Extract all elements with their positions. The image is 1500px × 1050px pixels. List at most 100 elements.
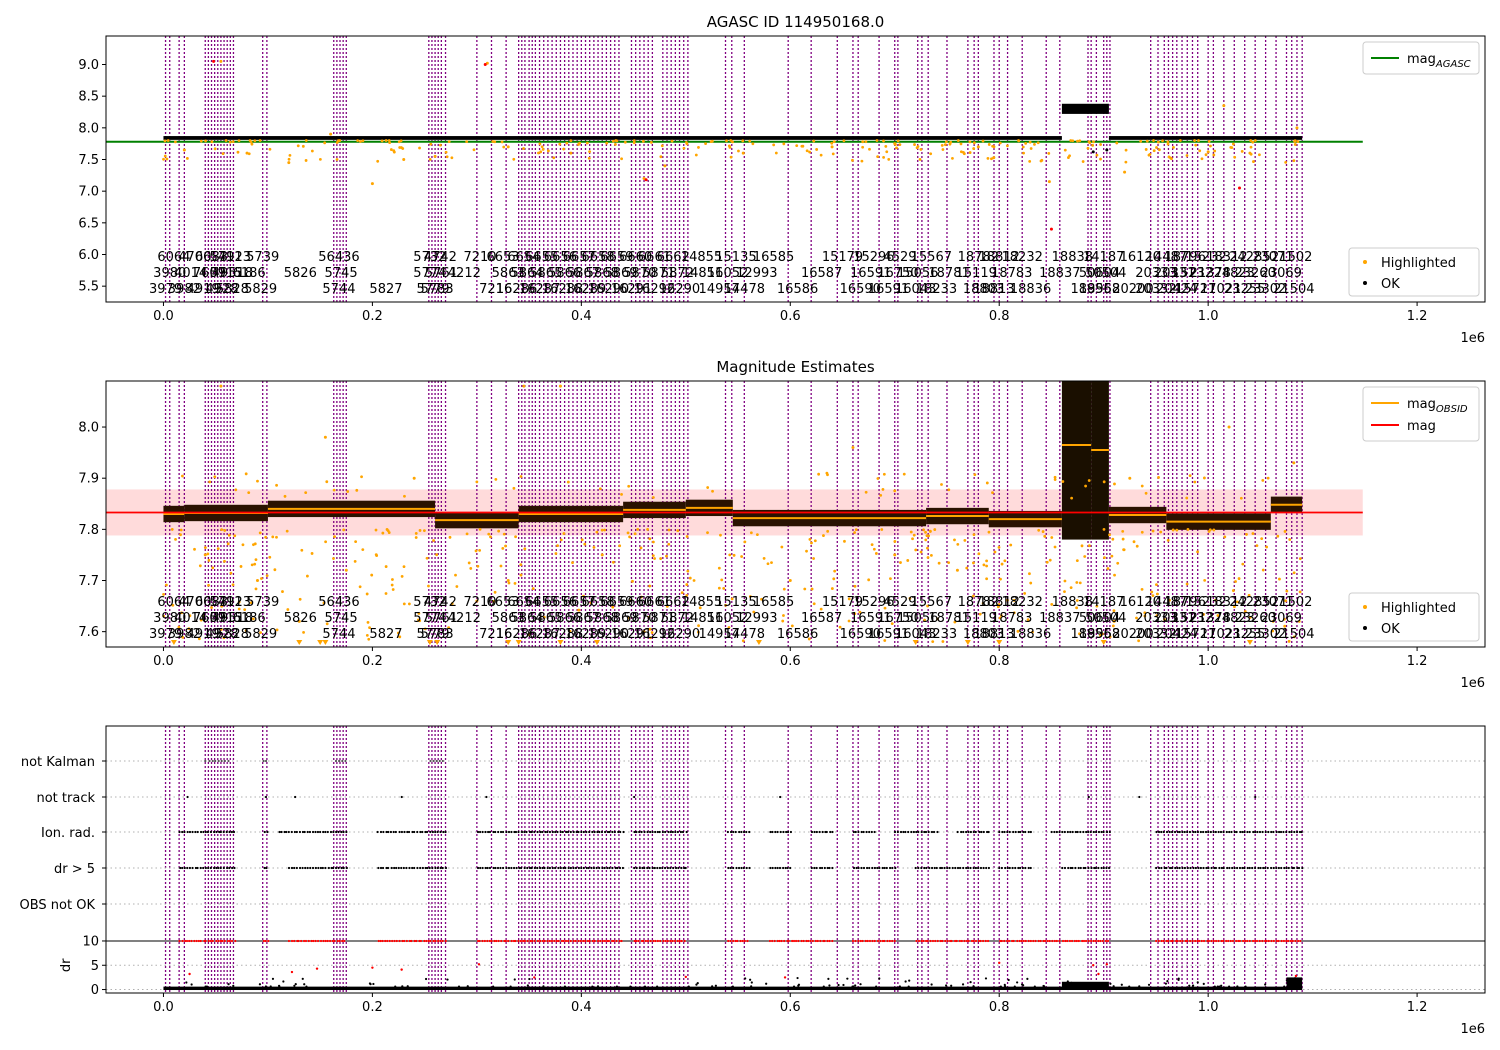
highlighted-point [890, 622, 894, 626]
highlighted-point [1113, 482, 1116, 486]
dr-capped-point [569, 939, 572, 943]
ion-rad-event [181, 830, 184, 834]
obsid-label: 18796 [1164, 595, 1205, 610]
highlighted-point [542, 615, 546, 619]
dr-gt-5-event [943, 866, 946, 870]
dr-capped-point [1046, 939, 1049, 943]
dr-gt-5-event [742, 866, 745, 870]
dr-capped-point [209, 939, 212, 943]
obsid-label: 5827 [369, 627, 402, 642]
ion-rad-event [745, 830, 748, 834]
highlighted-point [568, 629, 572, 633]
obsid-label: 16585 [753, 595, 794, 610]
ion-rad-event [980, 830, 983, 834]
obsid-label: 15135 [715, 250, 756, 265]
highlighted-point [722, 586, 726, 590]
highlighted-point [335, 158, 339, 161]
ion-rad-event [306, 830, 309, 834]
highlighted-point [1017, 139, 1021, 143]
ion-rad-event [263, 830, 266, 834]
highlighted-point [162, 157, 165, 161]
highlighted-point [512, 486, 516, 490]
highlighted-point [166, 139, 170, 142]
highlighted-point [893, 489, 897, 493]
highlighted-point [1063, 148, 1067, 152]
ion-rad-event [202, 830, 205, 834]
out-of-range-marker [964, 640, 971, 645]
dr-capped-point [778, 939, 781, 943]
obsid-label: 20200 [1112, 627, 1153, 642]
dr-bump-1 [1286, 977, 1303, 990]
highlighted-point [720, 578, 724, 582]
dr-capped-point [771, 939, 774, 943]
highlighted-point [1140, 530, 1144, 534]
obsid-label: 18838 [1052, 250, 1093, 265]
dr-capped-point [1051, 939, 1054, 943]
highlighted-point [1121, 537, 1125, 541]
highlighted-point [851, 158, 854, 162]
highlighted-point [620, 157, 623, 161]
highlighted-point [427, 584, 430, 588]
ion-rad-event [332, 830, 335, 834]
highlighted-point [928, 529, 932, 533]
dr-capped-point [1191, 939, 1194, 943]
ion-rad-event [1017, 830, 1020, 834]
dr-point [591, 985, 594, 988]
ion-rad-event [674, 830, 677, 834]
dr-gt-5-event [1029, 866, 1032, 870]
highlighted-point [1069, 586, 1073, 589]
obsid-label: 18796 [1164, 250, 1205, 265]
ion-rad-event [219, 830, 222, 834]
ion-rad-event [1173, 830, 1177, 834]
highlighted-point [906, 559, 910, 562]
highlighted-point [559, 538, 563, 542]
legend-label-main: mag [1407, 52, 1436, 67]
highlighted-point [1135, 616, 1138, 620]
obsid-label: 5865 [529, 611, 562, 626]
obsid-label: 16120 [1120, 250, 1161, 265]
highlighted-point [977, 552, 981, 556]
dr-outlier-point [400, 968, 403, 971]
ion-rad-event [528, 830, 532, 834]
dr-point [1191, 984, 1195, 987]
obsid-label: 5870 [623, 266, 656, 281]
highlighted-point [1110, 554, 1114, 558]
dr-capped-point [924, 939, 928, 943]
highlighted-point [1223, 535, 1227, 539]
ion-rad-event [1087, 830, 1090, 834]
highlighted-point [229, 571, 233, 575]
highlighted-point [918, 158, 922, 161]
highlighted-point [1206, 150, 1210, 154]
ion-rad-event [825, 830, 828, 834]
dr-capped-point [1022, 939, 1025, 943]
ion-rad-event [186, 830, 189, 834]
dr-gt-5-event [393, 866, 396, 870]
highlighted-point [805, 149, 809, 153]
dr-point [596, 985, 600, 988]
highlighted-point [762, 556, 766, 560]
dr-gt-5-event [434, 866, 437, 870]
highlighted-point [249, 601, 253, 605]
ion-rad-event [308, 830, 312, 834]
ion-rad-event [1183, 830, 1186, 834]
dr-capped-point [1291, 939, 1294, 943]
highlighted-point [174, 537, 177, 541]
dr-outlier-point [684, 975, 688, 979]
ion-rad-event [776, 830, 779, 834]
dr-capped-point [427, 939, 430, 943]
dr-gt-5-event [311, 866, 315, 870]
obsid-label: 15721 [1175, 627, 1216, 642]
flag-row-label: OBS not OK [20, 898, 96, 913]
ion-rad-event [411, 830, 414, 834]
dr-gt-5-event [680, 866, 683, 870]
highlighted-point [1202, 613, 1205, 616]
dr-gt-5-event [592, 866, 596, 870]
highlighted-point [583, 542, 587, 546]
dr-gt-5-event [1183, 866, 1187, 870]
highlighted-point [981, 139, 985, 143]
ion-rad-event [1207, 830, 1210, 834]
highlighted-point [1240, 149, 1244, 153]
dr-capped-point [293, 939, 296, 943]
ion-rad-event [501, 830, 505, 834]
dr-capped-point [483, 939, 486, 943]
